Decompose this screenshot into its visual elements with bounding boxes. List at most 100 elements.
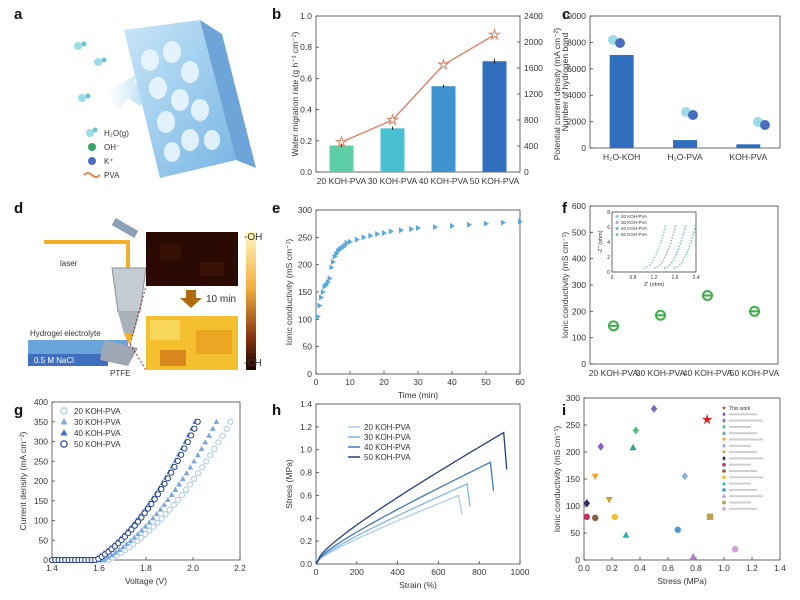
chart-h-xtick-label: 400	[391, 567, 405, 577]
chart-i-legend-placeholder	[729, 425, 751, 428]
chart-i-point	[650, 404, 658, 413]
chart-g-point	[215, 439, 222, 446]
chart-f-inset-ytick: 0	[607, 270, 610, 276]
chart-g-point	[165, 496, 171, 503]
panel-label-d: d	[14, 200, 24, 217]
chart-g-point	[101, 556, 108, 562]
chart-c-ytick-label: 10000	[562, 11, 586, 21]
chart-b-category-label: 20 KOH-PVA	[317, 176, 367, 186]
chart-b-ytick-label: 0.0	[300, 167, 312, 177]
chart-i-legend-placeholder	[729, 419, 763, 422]
chart-g-point	[116, 546, 123, 553]
chart-e-point	[375, 231, 381, 238]
chart-g-xtick-label: 1.8	[140, 563, 152, 573]
chart-e-ytick-label: 50	[303, 342, 313, 352]
chart-f-inset-xtick: 1.6	[672, 275, 679, 281]
chart-g-legend-label: 50 KOH-PVA	[74, 440, 121, 449]
chart-e-point	[344, 239, 350, 246]
chart-f-inset-ytick: 2	[607, 255, 610, 261]
chart-g-point	[151, 496, 158, 503]
chart-e-point	[399, 227, 404, 234]
chart-e-point	[368, 232, 374, 239]
chart-g-ytick-label: 300	[34, 437, 48, 447]
chart-g-legend-label: 40 KOH-PVA	[74, 429, 121, 438]
chart-i-point	[611, 513, 618, 520]
chart-b-current-point	[436, 57, 451, 71]
chart-g-point	[174, 497, 181, 504]
chart-e-point	[361, 234, 367, 241]
panel-label-f: f	[562, 200, 567, 217]
chart-h-ytick-label: 0.0	[300, 559, 312, 569]
chart-g-point	[211, 445, 218, 452]
chart-f-inset-ytick: 6	[607, 225, 610, 231]
chart-i-legend-marker	[722, 507, 726, 511]
chart-g-point	[213, 418, 220, 424]
chart-g-point	[194, 418, 201, 425]
chart-c-molecule-icon	[615, 38, 625, 48]
chart-i-legend-placeholder	[729, 463, 751, 466]
chart-g-point	[168, 491, 175, 498]
chart-i-point	[689, 552, 697, 560]
chart-i-ytick-label: 100	[566, 501, 580, 511]
chart-i-ytick-label: 200	[566, 447, 580, 457]
chart-i-legend-marker	[722, 431, 726, 435]
chart-i-legend-marker	[722, 424, 726, 430]
nacl-label: 0.5 M NaCl	[34, 356, 74, 365]
oh-label: -OH	[244, 232, 262, 243]
water-molecule-icon	[86, 129, 94, 137]
chart-f-inset-legend-marker	[615, 215, 619, 218]
chart-f-point	[655, 309, 666, 321]
chart-e-point	[342, 242, 348, 249]
chart-i-point	[622, 531, 630, 538]
chart-f-inset-xtick: 0.8	[630, 275, 637, 281]
chart-b-category-label: 30 KOH-PVA	[368, 176, 418, 186]
chart-b-ytick-label: 0.8	[300, 42, 312, 52]
chart-h-curve	[315, 483, 471, 565]
chart-e-point	[332, 253, 338, 260]
chart-g-point	[154, 491, 162, 498]
chart-f-category-label: 20 KOH-PVA	[589, 368, 639, 378]
chart-e-xtick-label: 10	[345, 377, 355, 387]
color-scale-bar	[246, 232, 256, 370]
chart-g-point	[150, 515, 156, 521]
chart-h-xtick-label: 800	[472, 567, 486, 577]
chart-h-curve	[315, 494, 463, 565]
chart-e-point	[450, 222, 455, 229]
hydroxide-ion-icon	[88, 143, 96, 151]
chart-g-ytick-label: 250	[34, 456, 48, 466]
chart-c-category-label: H₂O-KOH	[603, 152, 640, 162]
chart-f-ylabel: Ionic conductivity (mS cm⁻¹)	[560, 232, 570, 339]
chart-h-curve	[315, 461, 495, 565]
chart-g-point	[141, 510, 148, 517]
chart-h-ytick-label: 0.2	[300, 536, 312, 546]
chart-g-ytick-label: 0	[43, 555, 48, 565]
chart-f-ytick-label: 100	[572, 333, 586, 343]
chart-g-point	[172, 486, 179, 492]
chart-g-point	[125, 530, 132, 537]
chart-h-xtick-label: 1000	[511, 567, 530, 577]
chart-b-category-label: 40 KOH-PVA	[419, 176, 469, 186]
chart-i-xtick-label: 1.2	[746, 563, 758, 573]
chart-b-right-ytick-label: 2400	[524, 11, 543, 21]
chart-i-legend-marker	[722, 462, 726, 467]
chart-g-point	[144, 505, 152, 512]
panel-label-g: g	[14, 402, 24, 419]
chart-f-category-label: 40 KOH-PVA	[683, 368, 733, 378]
chart-h-legend-label: 20 KOH-PVA	[364, 423, 411, 432]
chart-c-bar	[736, 144, 761, 148]
chart-e-point	[409, 226, 415, 233]
chart-i-point	[632, 426, 639, 435]
chart-h-xlabel: Strain (%)	[399, 580, 437, 590]
chart-g-point	[134, 518, 142, 525]
chart-e-point	[416, 225, 421, 232]
chart-i-legend-marker	[722, 469, 726, 473]
chart-f-inset-xtick: 1.2	[651, 275, 658, 281]
chart-e-ytick-label: 300	[298, 205, 312, 215]
chart-i-legend-placeholder	[729, 413, 757, 416]
chart-i-legend-marker	[722, 411, 726, 417]
chart-h-legend-label: 40 KOH-PVA	[364, 443, 411, 452]
panel-label-a: a	[14, 6, 23, 23]
